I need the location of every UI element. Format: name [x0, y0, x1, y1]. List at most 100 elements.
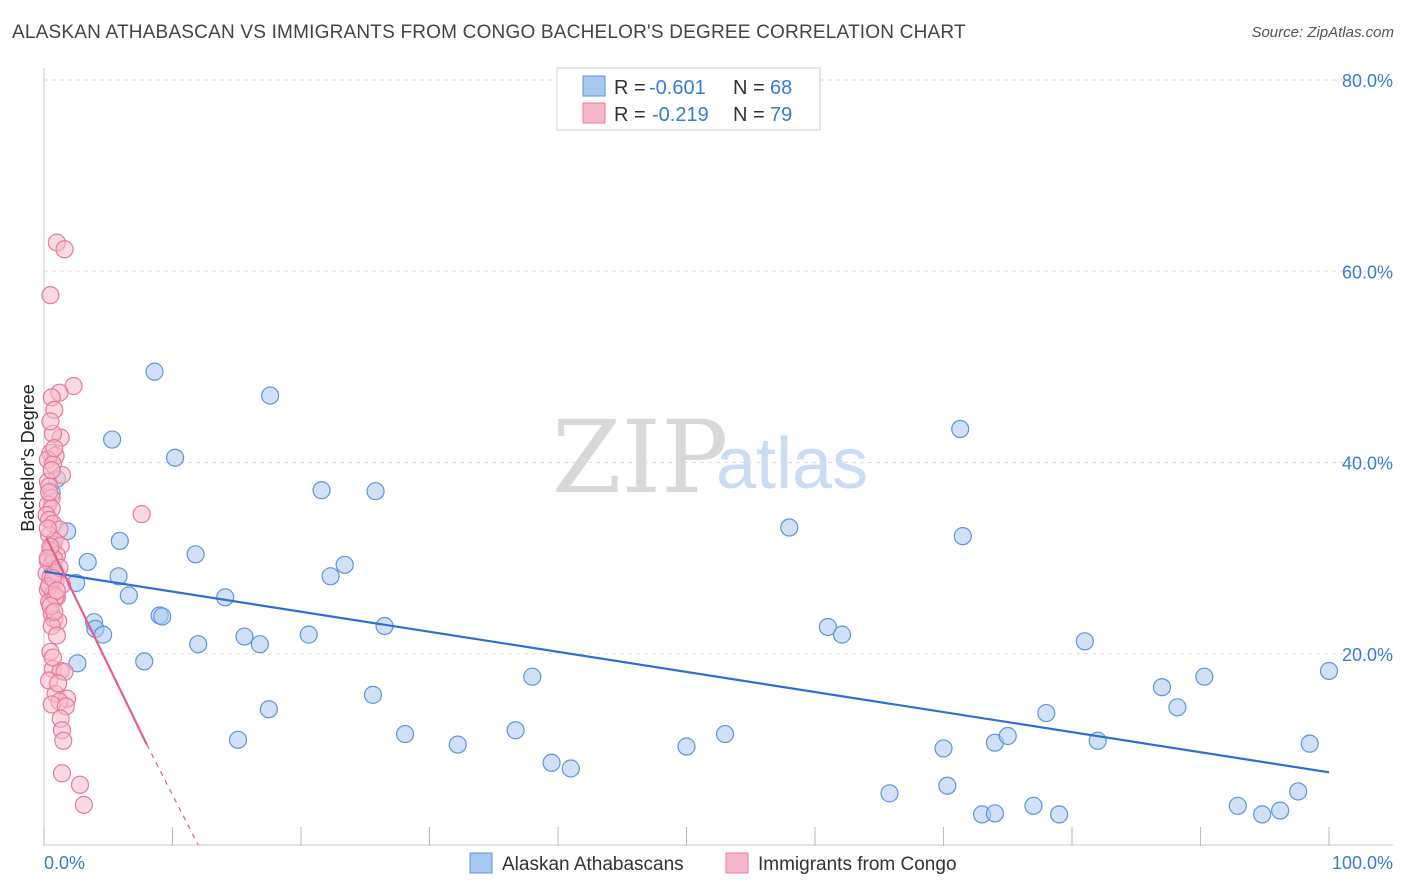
- legend-n-label-1: N =: [733, 77, 765, 99]
- y-tick-label-60: 60.0%: [1342, 262, 1393, 282]
- athabascan-point: [953, 527, 972, 546]
- athabascan-point: [395, 724, 415, 744]
- athabascan-point: [1271, 801, 1290, 820]
- legend-bottom: Alaskan Athabascans Immigrants from Cong…: [469, 852, 957, 875]
- athabascan-point: [1319, 661, 1339, 681]
- congo-point: [55, 240, 74, 259]
- athabascan-point: [1228, 796, 1247, 815]
- congo-point: [41, 412, 60, 431]
- athabascan-point: [780, 518, 799, 537]
- athabascan-point: [1152, 678, 1172, 697]
- athabascan-point: [228, 730, 248, 749]
- congo-point: [54, 731, 73, 750]
- x-tick-label-max: 100.0%: [1332, 853, 1393, 873]
- athabascan-point: [715, 724, 735, 744]
- athabascan-point: [506, 721, 525, 740]
- chart-title: ALASKAN ATHABASCAN VS IMMIGRANTS FROM CO…: [12, 22, 966, 43]
- legend-bottom-label-pink: Immigrants from Congo: [758, 854, 957, 875]
- congo-point: [43, 648, 63, 667]
- watermark-atlas: atlas: [716, 424, 868, 504]
- legend-swatch-pink: [582, 102, 606, 124]
- athabascan-point: [321, 567, 340, 586]
- athabascan-point: [880, 784, 899, 803]
- congo-point: [132, 505, 151, 524]
- legend-n-label-2: N =: [733, 104, 765, 126]
- athabascan-point: [951, 419, 970, 439]
- athabascan-point: [832, 625, 852, 644]
- congo-point: [41, 286, 60, 305]
- athabascan-point: [1300, 734, 1319, 753]
- congo-point: [70, 775, 90, 794]
- congo-point: [42, 461, 61, 480]
- legend-bottom-swatch-blue: [469, 852, 493, 874]
- athabascan-point: [998, 726, 1017, 746]
- congo-point: [40, 483, 59, 502]
- trend-line-athabascan: [43, 570, 1330, 774]
- trend-lines: [43, 537, 1330, 846]
- x-tick-label-min: 0.0%: [44, 853, 85, 873]
- legend-swatch-blue: [582, 75, 606, 97]
- athabascan-point: [335, 555, 354, 574]
- athabascan-point: [542, 753, 561, 772]
- trend-line-congo-extension: [146, 744, 199, 846]
- athabascan-point: [165, 448, 185, 467]
- athabascan-point: [1253, 805, 1272, 824]
- athabascan-point: [145, 362, 164, 381]
- athabascan-point: [1050, 805, 1069, 824]
- watermark-zip: ZIP: [552, 399, 728, 516]
- athabascan-point: [216, 588, 235, 607]
- legend-top: R = -0.601 N = 68 R = -0.219 N = 79: [556, 67, 821, 131]
- athabascan-point: [189, 635, 208, 654]
- athabascan-point: [1075, 632, 1094, 651]
- legend-n-value-2: 79: [770, 104, 792, 126]
- legend-bottom-label-blue: Alaskan Athabascans: [502, 854, 684, 875]
- congo-point: [49, 674, 68, 693]
- athabascan-point: [1168, 698, 1187, 717]
- athabascan-point: [135, 652, 154, 671]
- athabascan-point: [110, 531, 129, 551]
- athabascan-point: [261, 386, 280, 405]
- congo-point: [38, 519, 57, 538]
- athabascan-point: [78, 552, 97, 572]
- athabascan-point: [250, 635, 269, 654]
- congo-point: [47, 581, 66, 600]
- legend-r-label-1: R =: [614, 77, 646, 99]
- legend-bottom-swatch-pink: [725, 852, 749, 874]
- athabascan-point: [1289, 782, 1308, 801]
- athabascan-point: [119, 586, 138, 605]
- legend-r-value-1: -0.601: [649, 77, 706, 99]
- y-axis-label: Bachelor's Degree: [18, 384, 38, 532]
- congo-point: [45, 602, 64, 621]
- athabascan-point: [938, 776, 957, 795]
- legend-r-value-2: -0.219: [652, 104, 709, 126]
- series-immigrants-from-congo: [37, 233, 151, 814]
- legend-n-value-1: 68: [770, 77, 792, 99]
- congo-point: [45, 439, 64, 458]
- athabascan-point: [1037, 703, 1056, 723]
- athabascan-point: [523, 667, 542, 686]
- y-tick-labels: 20.0% 40.0% 60.0% 80.0%: [1342, 71, 1393, 665]
- athabascan-point: [299, 625, 318, 644]
- athabascan-point: [677, 737, 696, 756]
- y-gridlines: [44, 79, 1393, 655]
- athabascan-point: [235, 627, 254, 646]
- athabascan-point: [1024, 796, 1043, 815]
- x-ticks: [43, 827, 1330, 846]
- athabascan-point: [363, 685, 383, 704]
- athabascan-point: [934, 739, 953, 758]
- congo-point: [47, 626, 66, 645]
- y-tick-label-20: 20.0%: [1342, 645, 1393, 665]
- athabascan-point: [366, 482, 385, 501]
- chart-source: Source: ZipAtlas.com: [1251, 24, 1394, 41]
- athabascan-point: [561, 759, 580, 778]
- y-tick-label-40: 40.0%: [1342, 454, 1393, 474]
- congo-point: [52, 764, 72, 783]
- athabascan-point: [1195, 667, 1214, 686]
- athabascan-point: [259, 700, 278, 719]
- congo-point: [74, 795, 93, 814]
- athabascan-point: [818, 617, 837, 637]
- athabascan-point: [985, 804, 1005, 823]
- athabascan-point: [68, 654, 87, 673]
- trend-line-congo: [45, 537, 148, 746]
